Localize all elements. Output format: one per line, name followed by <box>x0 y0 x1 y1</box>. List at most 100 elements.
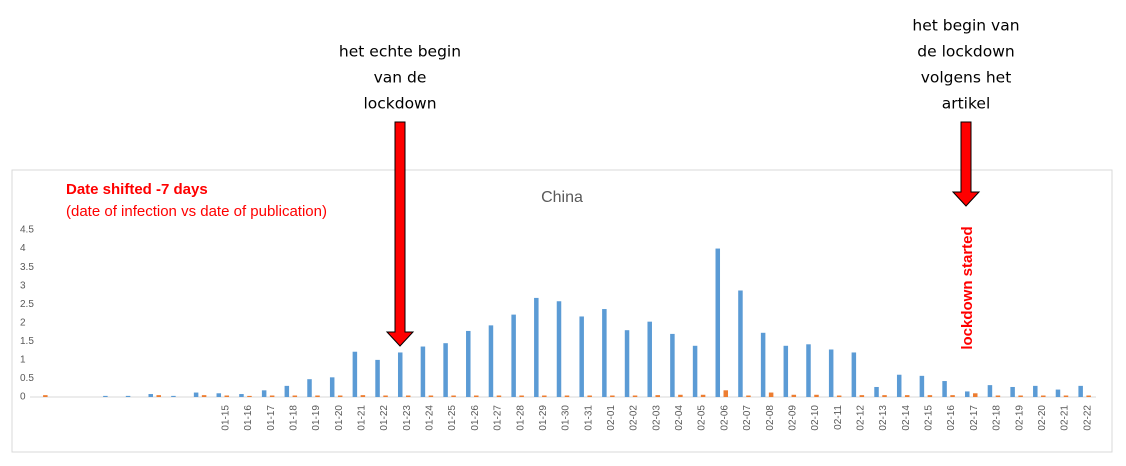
y-tick-label: 1 <box>20 355 26 366</box>
x-tick-label: 02-12 <box>855 405 866 431</box>
x-tick-label: 01-21 <box>357 405 368 431</box>
x-tick-label: 02-10 <box>810 405 821 431</box>
x-tick-label: 01-24 <box>425 405 436 431</box>
bar <box>556 301 562 397</box>
x-tick-label: 02-03 <box>651 405 662 431</box>
bar <box>383 395 388 397</box>
x-tick-label: 02-19 <box>1014 405 1025 431</box>
x-tick-label: 01-15 <box>220 405 231 431</box>
note: (date of infection vs date of publicatio… <box>66 203 327 220</box>
x-tick-label: 01-31 <box>583 405 594 431</box>
y-tick-label: 0.5 <box>20 373 34 384</box>
x-tick-label: 01-30 <box>561 405 572 431</box>
bar <box>587 395 592 397</box>
x-tick-label: 02-18 <box>992 405 1003 431</box>
x-tick-label: 02-02 <box>629 405 640 431</box>
x-tick-label: 01-23 <box>402 405 413 431</box>
arrow <box>385 121 415 347</box>
x-tick-label: 02-07 <box>742 405 753 431</box>
bar <box>655 395 660 397</box>
x-tick-label: 02-06 <box>719 405 730 431</box>
y-tick-label: 2.5 <box>20 299 34 310</box>
bar <box>474 395 479 397</box>
bar <box>193 392 199 397</box>
bar <box>973 393 978 397</box>
bar <box>678 394 683 397</box>
bar <box>1033 385 1038 397</box>
bar <box>247 395 252 397</box>
x-tick-label: 01-19 <box>311 405 322 431</box>
x-tick-label: 02-22 <box>1082 405 1093 431</box>
bar <box>375 359 380 397</box>
x-tick-label: 01-25 <box>447 405 458 431</box>
bar <box>1078 385 1083 397</box>
bar <box>670 333 675 397</box>
bar <box>542 395 547 397</box>
callout-text: volgens het <box>921 69 1012 87</box>
x-tick-label: 01-22 <box>379 405 390 431</box>
bar <box>451 395 456 397</box>
bar <box>836 395 842 397</box>
x-tick-label: 01-16 <box>243 405 254 431</box>
bar <box>43 395 48 397</box>
y-tick-label: 0 <box>20 392 26 403</box>
bar <box>700 394 706 397</box>
x-tick-label: 02-01 <box>606 405 617 431</box>
x-tick-label: 02-17 <box>969 405 980 431</box>
x-tick-label: 02-09 <box>787 405 798 431</box>
bar <box>307 379 312 397</box>
bar <box>806 344 811 397</box>
bar <box>239 394 244 397</box>
bar <box>602 309 607 397</box>
x-tick-label: 02-05 <box>697 405 708 431</box>
bar <box>692 345 698 397</box>
note: Date shifted -7 days <box>66 181 208 198</box>
bar <box>534 297 539 397</box>
bar <box>156 395 161 397</box>
bar <box>579 316 584 397</box>
callout-text: lockdown <box>363 95 436 113</box>
bar <box>995 395 1001 397</box>
callout-text: van de <box>374 69 427 87</box>
callout-text: het echte begin <box>339 43 461 61</box>
x-tick-label: 02-04 <box>674 405 685 431</box>
bar <box>987 385 993 397</box>
x-tick-label: 02-15 <box>924 405 935 431</box>
bar <box>859 395 865 397</box>
bar <box>610 395 615 397</box>
bar <box>942 381 947 397</box>
bar <box>919 375 925 397</box>
y-tick-label: 3.5 <box>20 262 34 273</box>
bar <box>511 314 516 397</box>
bar <box>874 386 879 397</box>
bar <box>466 330 471 397</box>
x-tick-label: 02-08 <box>765 405 776 431</box>
bar <box>428 395 434 397</box>
chart-frame <box>11 169 1113 453</box>
x-tick-label: 01-28 <box>515 405 526 431</box>
y-tick-label: 4.5 <box>20 225 34 236</box>
x-tick-label: 01-29 <box>538 405 549 431</box>
bar <box>851 352 857 397</box>
bar <box>329 377 335 397</box>
bar <box>723 390 729 397</box>
bar <box>1055 389 1061 397</box>
bar <box>420 346 426 397</box>
bar <box>103 395 108 397</box>
bar <box>564 395 570 397</box>
bar <box>397 352 403 397</box>
x-tick-label: 01-18 <box>288 405 299 431</box>
bar <box>216 393 222 397</box>
x-tick-label: 02-16 <box>946 405 957 431</box>
bar <box>269 395 275 397</box>
bar <box>171 395 176 397</box>
callout-text: de lockdown <box>917 43 1014 61</box>
bar <box>201 395 207 397</box>
bar <box>292 395 298 397</box>
bar <box>352 351 358 397</box>
bar <box>927 395 933 397</box>
bar <box>1041 395 1046 397</box>
bar <box>768 392 774 397</box>
bar <box>284 385 290 397</box>
